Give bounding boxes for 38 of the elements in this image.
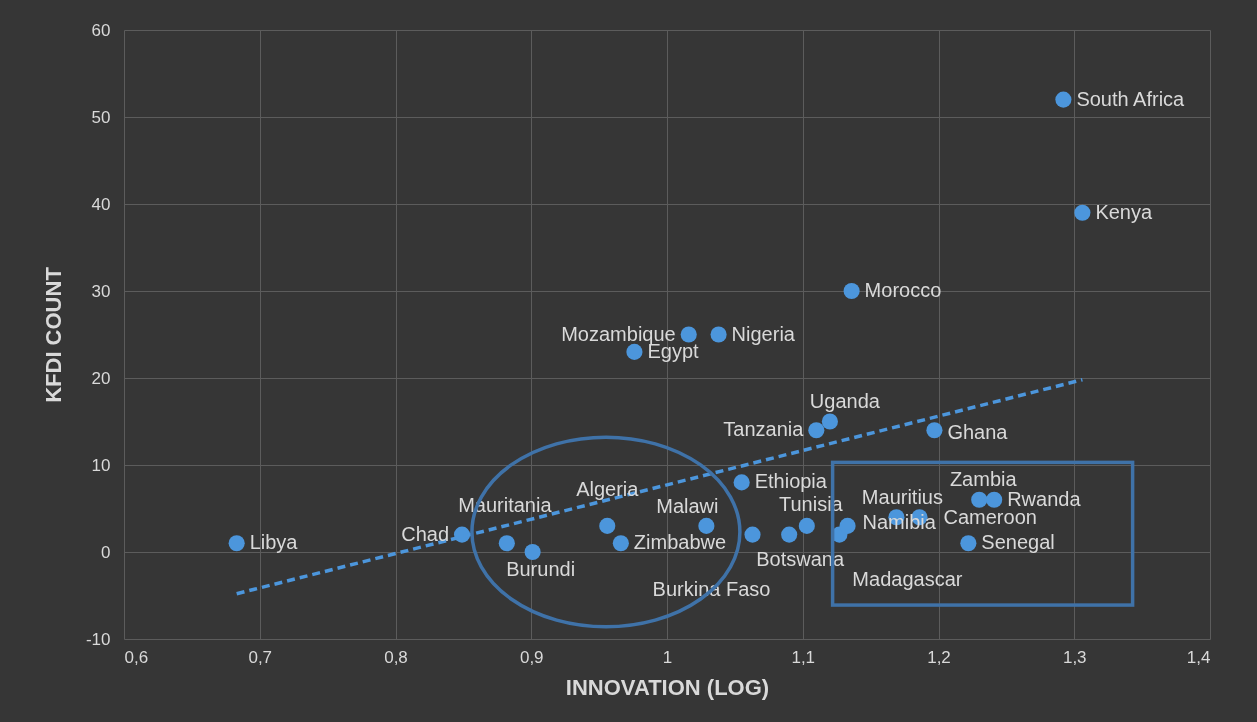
- annotation: Zambia: [949, 467, 1018, 490]
- y-tick-label: 20: [91, 368, 111, 388]
- annotation: Ethiopia: [754, 470, 828, 493]
- annotation: Libya: [249, 531, 299, 554]
- y-tick-label: -10: [85, 629, 111, 649]
- x-tick-label: 0,7: [248, 647, 273, 667]
- x-tick-label: 0,9: [519, 647, 544, 667]
- y-tick-label: 40: [91, 194, 111, 214]
- annotation: Algeria: [576, 477, 640, 500]
- annotation: Zimbabwe: [633, 531, 727, 554]
- x-axis-title: INNOVATION (LOG): [565, 674, 770, 700]
- annotation: Tanzania: [723, 418, 805, 441]
- annotation: Senegal: [981, 531, 1055, 554]
- x-tick-label: 0,6: [124, 647, 149, 667]
- x-tick-label: 1,1: [791, 647, 816, 667]
- annotation: Burundi: [506, 558, 576, 580]
- annotation: Madagascar: [852, 567, 963, 590]
- y-tick-label: 0: [101, 542, 111, 562]
- annotation: Nigeria: [731, 322, 796, 345]
- annotation: Ghana: [947, 421, 1009, 444]
- y-tick-label: 60: [91, 20, 111, 40]
- x-tick-label: 1,2: [927, 647, 951, 667]
- x-tick-label: 1,3: [1062, 647, 1087, 667]
- annotation: South Africa: [1076, 87, 1186, 110]
- annotation: Chad: [401, 522, 450, 545]
- x-tick-label: 1: [662, 647, 673, 667]
- y-axis-title: KFDI COUNT: [40, 266, 66, 403]
- annotation: Malawi: [656, 494, 719, 517]
- x-tick-label: 1,4: [1186, 647, 1211, 667]
- annotation: Mauritius: [861, 486, 943, 509]
- y-tick-label: 50: [91, 107, 111, 127]
- x-tick-label: 0,8: [384, 647, 408, 667]
- annotation: Namibia: [862, 510, 937, 533]
- y-tick-label: 10: [91, 455, 111, 475]
- annotation: Morocco: [864, 279, 942, 301]
- annotation: Uganda: [809, 389, 881, 412]
- annotation: Kenya: [1095, 200, 1153, 223]
- y-tick-label: 30: [91, 281, 111, 301]
